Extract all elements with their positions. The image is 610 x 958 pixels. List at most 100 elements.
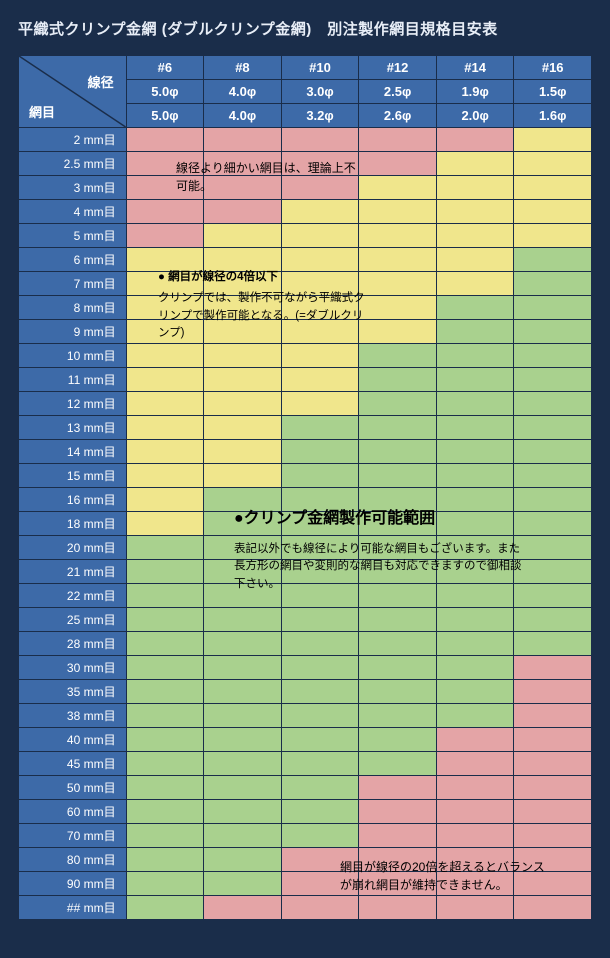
spec-cell xyxy=(126,488,204,512)
spec-cell xyxy=(126,368,204,392)
spec-cell xyxy=(126,320,204,344)
spec-cell xyxy=(436,152,514,176)
spec-cell xyxy=(359,656,437,680)
row-head-mesh: 30 mm目 xyxy=(19,656,127,680)
spec-cell xyxy=(281,584,359,608)
spec-cell xyxy=(436,872,514,896)
row-head-mesh: 40 mm目 xyxy=(19,728,127,752)
spec-cell xyxy=(204,320,282,344)
spec-cell xyxy=(281,296,359,320)
spec-cell xyxy=(514,752,592,776)
col-head-gauge: #12 xyxy=(359,56,437,80)
spec-cell xyxy=(204,752,282,776)
spec-cell xyxy=(126,896,204,920)
spec-cell xyxy=(281,680,359,704)
spec-cell xyxy=(204,728,282,752)
table-row: 16 mm目 xyxy=(19,488,592,512)
spec-cell xyxy=(436,512,514,536)
table-row: 7 mm目 xyxy=(19,272,592,296)
spec-cell xyxy=(126,656,204,680)
spec-cell xyxy=(126,776,204,800)
table-row: 3 mm目 xyxy=(19,176,592,200)
spec-cell xyxy=(436,800,514,824)
row-head-mesh: 3 mm目 xyxy=(19,176,127,200)
spec-cell xyxy=(281,872,359,896)
spec-cell xyxy=(359,632,437,656)
spec-cell xyxy=(204,392,282,416)
spec-cell xyxy=(126,224,204,248)
col-head-phi1: 5.0φ xyxy=(126,80,204,104)
spec-cell xyxy=(514,344,592,368)
spec-cell xyxy=(436,560,514,584)
spec-cell xyxy=(281,416,359,440)
spec-table-wrap: 線径網目#6#8#10#12#14#165.0φ4.0φ3.0φ2.5φ1.9φ… xyxy=(18,55,592,920)
spec-cell xyxy=(126,800,204,824)
spec-cell xyxy=(436,392,514,416)
spec-cell xyxy=(204,896,282,920)
spec-cell xyxy=(126,272,204,296)
spec-cell xyxy=(126,848,204,872)
col-head-gauge: #6 xyxy=(126,56,204,80)
spec-cell xyxy=(359,296,437,320)
spec-cell xyxy=(126,128,204,152)
spec-cell xyxy=(281,848,359,872)
col-head-phi1: 4.0φ xyxy=(204,80,282,104)
table-row: 30 mm目 xyxy=(19,656,592,680)
spec-cell xyxy=(204,128,282,152)
spec-cell xyxy=(281,752,359,776)
table-row: 2.5 mm目 xyxy=(19,152,592,176)
spec-cell xyxy=(359,128,437,152)
row-head-mesh: 45 mm目 xyxy=(19,752,127,776)
spec-cell xyxy=(281,152,359,176)
table-row: 9 mm目 xyxy=(19,320,592,344)
spec-cell xyxy=(514,176,592,200)
spec-cell xyxy=(514,200,592,224)
spec-cell xyxy=(359,200,437,224)
spec-cell xyxy=(436,608,514,632)
spec-cell xyxy=(204,200,282,224)
spec-cell xyxy=(126,512,204,536)
spec-cell xyxy=(514,320,592,344)
spec-cell xyxy=(126,392,204,416)
table-row: 25 mm目 xyxy=(19,608,592,632)
spec-cell xyxy=(126,536,204,560)
spec-cell xyxy=(281,896,359,920)
spec-cell xyxy=(126,176,204,200)
spec-cell xyxy=(436,296,514,320)
spec-cell xyxy=(359,584,437,608)
spec-cell xyxy=(126,872,204,896)
spec-cell xyxy=(436,272,514,296)
table-row: 50 mm目 xyxy=(19,776,592,800)
col-head-phi1: 3.0φ xyxy=(281,80,359,104)
spec-cell xyxy=(514,872,592,896)
spec-cell xyxy=(359,224,437,248)
spec-cell xyxy=(359,536,437,560)
spec-cell xyxy=(126,824,204,848)
spec-cell xyxy=(281,440,359,464)
row-head-mesh: 18 mm目 xyxy=(19,512,127,536)
spec-cell xyxy=(126,464,204,488)
spec-cell xyxy=(436,224,514,248)
spec-cell xyxy=(281,776,359,800)
spec-cell xyxy=(204,680,282,704)
spec-cell xyxy=(281,608,359,632)
corner-label-mesh: 網目 xyxy=(29,102,55,121)
spec-cell xyxy=(436,176,514,200)
spec-cell xyxy=(281,368,359,392)
spec-cell xyxy=(436,488,514,512)
spec-cell xyxy=(514,272,592,296)
spec-cell xyxy=(359,680,437,704)
spec-cell xyxy=(204,416,282,440)
spec-cell xyxy=(359,152,437,176)
spec-cell xyxy=(514,152,592,176)
table-row: 8 mm目 xyxy=(19,296,592,320)
spec-cell xyxy=(281,632,359,656)
spec-cell xyxy=(436,848,514,872)
spec-cell xyxy=(126,440,204,464)
spec-cell xyxy=(514,560,592,584)
spec-cell xyxy=(436,128,514,152)
table-row: 20 mm目 xyxy=(19,536,592,560)
spec-cell xyxy=(126,632,204,656)
table-row: 90 mm目 xyxy=(19,872,592,896)
spec-cell xyxy=(514,440,592,464)
